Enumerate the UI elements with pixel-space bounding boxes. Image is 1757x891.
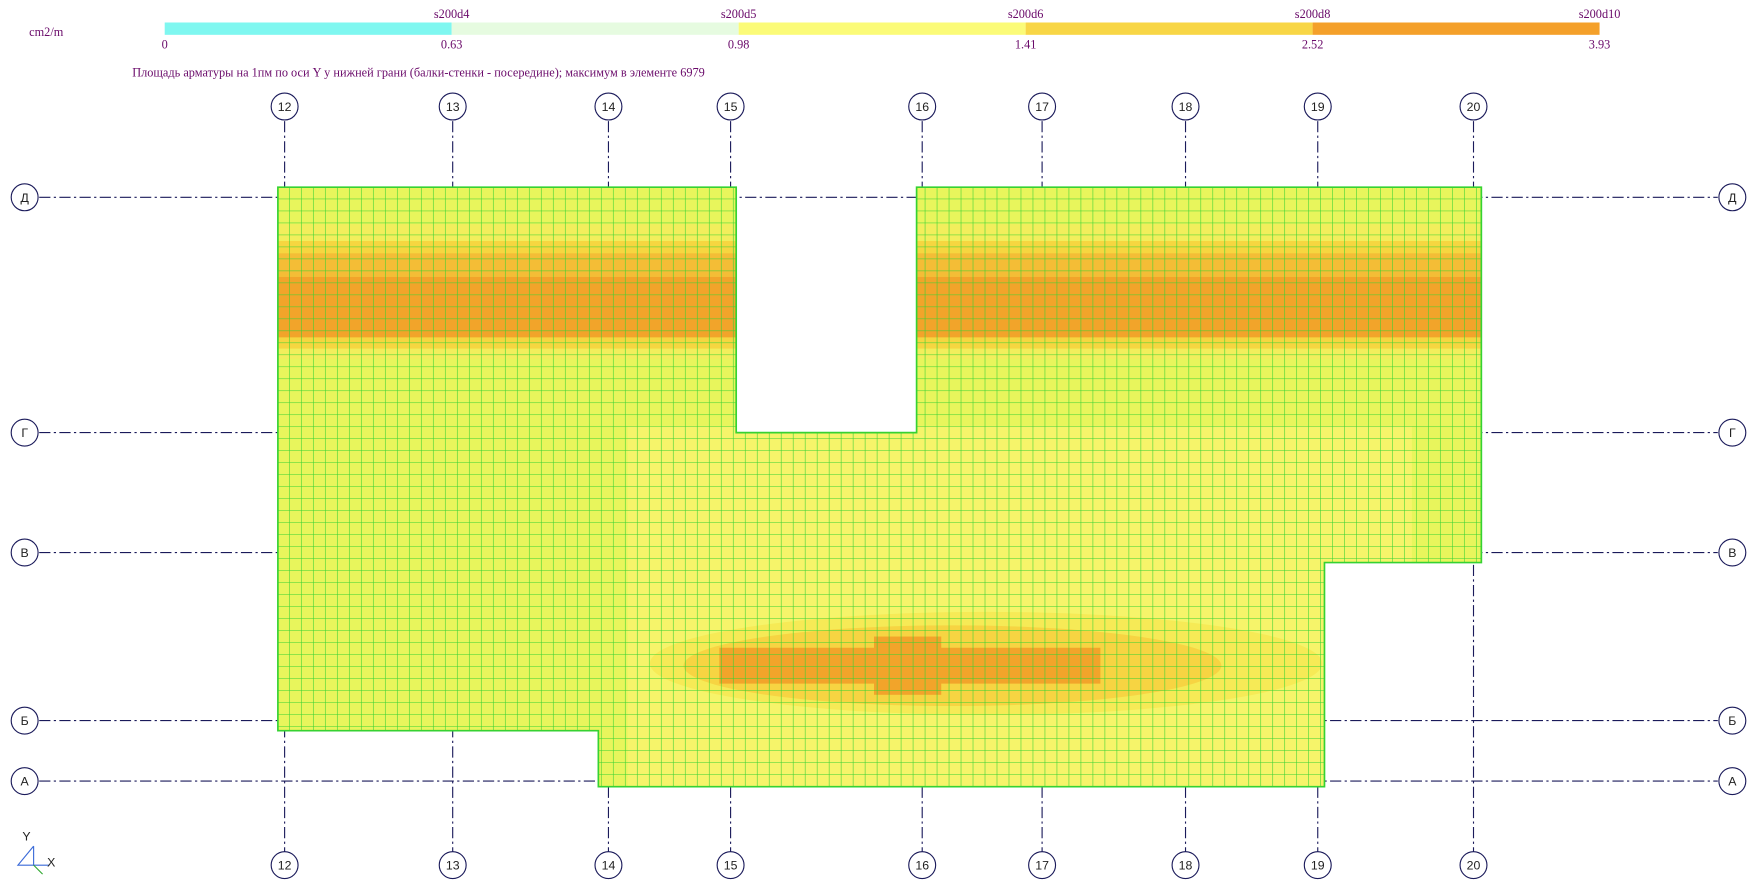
column-label: 17 [1035,859,1049,873]
x-axis-label: X [47,855,55,869]
axis-bubble [1718,538,1747,567]
axis-bubble [1303,92,1332,121]
row-label: Б [1728,714,1736,728]
axis-bubble [1459,851,1488,880]
axis-bubble [1718,183,1747,212]
column-label: 13 [446,100,460,114]
legend-label: s200d8 [1295,7,1331,21]
column-label: 13 [446,859,460,873]
coordinate-icon: Y X [16,829,55,875]
row-label: Г [1729,426,1736,440]
column-label: 14 [602,100,616,114]
y-axis-label: Y [22,829,30,843]
legend-value: 1.41 [1015,37,1037,51]
column-label: 20 [1467,859,1481,873]
column-label: 18 [1179,100,1193,114]
row-label: В [1728,546,1736,560]
axis-bubble [1303,851,1332,880]
column-label: 20 [1467,100,1481,114]
column-label: 15 [724,859,738,873]
axis-bubble [716,92,745,121]
legend-label: s200d10 [1579,7,1621,21]
legend-value: 0 [162,37,168,51]
color-legend: cm2/m s200d4 s200d5 s200d6 s200d8 s200d10 0 0.6… [29,7,1620,51]
row-label: А [21,775,30,789]
legend-swatch [1312,22,1600,35]
axis-bubble [716,851,745,880]
axis-bubble [1718,706,1747,735]
axis-bubble [908,851,937,880]
column-label: 17 [1035,100,1049,114]
axis-bubble [10,706,39,735]
axis-bubble [1028,851,1057,880]
axis-bubble [10,183,39,212]
column-label: 19 [1311,859,1325,873]
slab-mesh [277,187,1482,787]
row-label: Д [20,191,29,205]
legend-value: 0.63 [441,37,463,51]
axis-bubble [594,851,623,880]
axis-bubble [1171,92,1200,121]
caption: Площадь арматуры на 1пм по оси Y у нижне… [132,65,705,79]
axis-bubbles: 12 12 13 13 14 14 15 15 16 16 17 17 18 18 19 19 20 20 Д Д Г Г… [10,92,1747,880]
legend-label: s200d5 [721,7,757,21]
row-label: Г [21,426,28,440]
legend-label: s200d6 [1008,7,1044,21]
axis-bubble [1718,767,1747,796]
legend-label: s200d4 [434,7,470,21]
row-label: Б [21,714,29,728]
axis-bubble [1459,92,1488,121]
axis-bubble [270,851,299,880]
axis-bubble [1171,851,1200,880]
legend-value: 3.93 [1589,37,1611,51]
row-label: Д [1728,191,1737,205]
legend-swatch [1025,22,1313,35]
column-label: 16 [915,100,929,114]
axis-bubble [270,92,299,121]
legend-unit: cm2/m [29,25,64,39]
legend-swatch [451,22,739,35]
axis-bubble [10,538,39,567]
column-label: 16 [915,859,929,873]
axis-bubble [594,92,623,121]
row-label: В [21,546,29,560]
column-label: 18 [1179,859,1193,873]
axis-bubble [908,92,937,121]
column-label: 19 [1311,100,1325,114]
axis-bubble [438,92,467,121]
column-label: 12 [278,100,292,114]
legend-value: 2.52 [1302,37,1324,51]
axis-bubble [10,418,39,447]
axis-bubble [10,767,39,796]
row-label: А [1728,775,1737,789]
legend-value: 0.98 [728,37,750,51]
legend-swatch [164,22,452,35]
axis-bubble [1028,92,1057,121]
legend-swatch [738,22,1026,35]
slab-outline [277,186,1483,788]
column-label: 15 [724,100,738,114]
axis-bubble [438,851,467,880]
column-label: 12 [278,859,292,873]
column-label: 14 [602,859,616,873]
axis-bubble [1718,418,1747,447]
